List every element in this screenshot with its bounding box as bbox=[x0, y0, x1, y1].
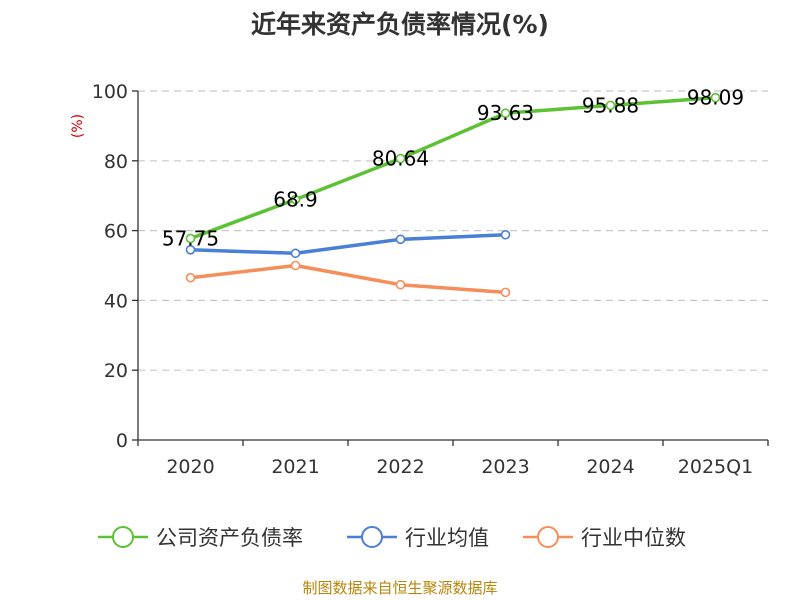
x-tick-label: 2023 bbox=[481, 456, 529, 478]
y-axis-label: (%) bbox=[70, 114, 86, 138]
data-label: 68.9 bbox=[273, 188, 318, 212]
y-tick-label: 20 bbox=[104, 360, 128, 382]
data-point bbox=[500, 229, 511, 240]
data-point bbox=[185, 233, 196, 244]
gridlines bbox=[138, 90, 768, 371]
y-tick-label: 80 bbox=[104, 151, 128, 173]
data-point bbox=[605, 100, 616, 111]
legend: 公司资产负债率 行业均值 行业中位数 bbox=[98, 526, 686, 550]
data-point bbox=[185, 244, 196, 255]
x-tick-label: 2020 bbox=[166, 456, 214, 478]
data-point bbox=[395, 279, 406, 290]
series-line bbox=[188, 233, 508, 256]
x-tick-label: 2021 bbox=[271, 456, 319, 478]
y-tick-label: 0 bbox=[116, 430, 128, 452]
y-tick-label: 40 bbox=[104, 290, 128, 312]
data-point bbox=[500, 108, 511, 119]
series-line bbox=[188, 263, 508, 295]
legend-item: 公司资产负债率 bbox=[98, 526, 303, 550]
legend-label: 公司资产负债率 bbox=[156, 526, 303, 550]
data-label: 80.64 bbox=[372, 147, 429, 171]
data-label: 93.63 bbox=[477, 101, 534, 125]
legend-item: 行业中位数 bbox=[523, 526, 686, 550]
data-point bbox=[500, 287, 511, 298]
data-labels: 57.75 68.9 80.64 93.63 95.88 98.09 bbox=[162, 86, 744, 251]
data-point bbox=[710, 92, 721, 103]
x-tick-label: 2022 bbox=[376, 456, 424, 478]
y-tick-label: 100 bbox=[92, 81, 128, 103]
data-point bbox=[395, 234, 406, 245]
series-lines bbox=[185, 92, 721, 298]
legend-label: 行业中位数 bbox=[581, 526, 686, 550]
data-label: 57.75 bbox=[162, 226, 219, 250]
source-note: 制图数据来自恒生聚源数据库 bbox=[302, 579, 497, 597]
axes: 0 20 40 60 80 100 2020 2021 2022 2023 2024 2025Q1 bbox=[92, 81, 769, 478]
x-tick-label: 2025Q1 bbox=[678, 456, 753, 478]
data-point bbox=[290, 260, 301, 271]
legend-label: 行业均值 bbox=[405, 526, 489, 550]
legend-marker bbox=[361, 526, 383, 548]
data-point bbox=[290, 248, 301, 259]
x-tick-label: 2024 bbox=[586, 456, 634, 478]
data-label: 95.88 bbox=[582, 93, 639, 117]
data-point bbox=[290, 194, 301, 205]
legend-item: 行业均值 bbox=[347, 526, 489, 550]
data-point bbox=[395, 153, 406, 164]
series-line bbox=[188, 95, 718, 241]
data-label: 98.09 bbox=[687, 86, 744, 110]
chart-title: 近年来资产负债率情况(%) bbox=[251, 10, 549, 39]
y-tick-label: 60 bbox=[104, 221, 128, 243]
legend-marker bbox=[112, 526, 134, 548]
data-point bbox=[185, 272, 196, 283]
legend-marker bbox=[537, 526, 559, 548]
